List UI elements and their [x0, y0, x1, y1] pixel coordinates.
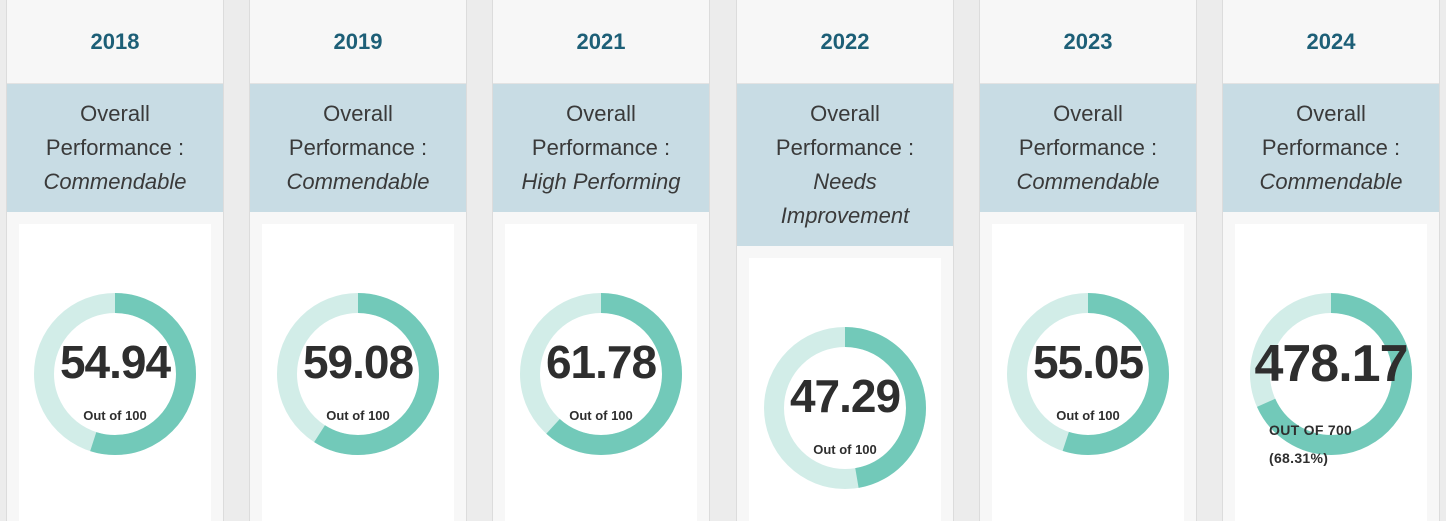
score-card-2022: 2022 Overall Performance : Needs Improve…: [736, 0, 954, 521]
donut-value-arc: [764, 327, 926, 489]
score-value: 478.17: [1254, 335, 1408, 393]
score-out-of: OUT OF 700: [1269, 422, 1353, 438]
score-out-of: Out of 100: [569, 408, 633, 423]
donut-chart: [520, 293, 682, 455]
score-out-of: Out of 100: [83, 408, 147, 423]
donut-value-arc: [34, 293, 196, 455]
score-panel: 59.08 Out of 100: [262, 224, 454, 521]
score-card-2019: 2019 Overall Performance : Commendable 5…: [249, 0, 467, 521]
performance-box: Overall Performance : Commendable: [980, 84, 1196, 212]
score-percentage: (68.31%): [1269, 450, 1329, 466]
score-out-of: Out of 100: [813, 442, 877, 457]
score-out-of: Out of 100: [326, 408, 390, 423]
year-heading: 2018: [7, 0, 223, 84]
score-panel: 54.94 Out of 100: [19, 224, 211, 521]
year-heading: 2019: [250, 0, 466, 84]
score-card-2021: 2021 Overall Performance : High Performi…: [492, 0, 710, 521]
performance-label-line2: Performance :: [1261, 135, 1401, 160]
performance-label-line2: Performance :: [775, 135, 915, 160]
performance-label: Overall: [323, 101, 393, 126]
score-value: 55.05: [1032, 336, 1144, 388]
performance-label-line2: Performance :: [1018, 135, 1158, 160]
score-card-2024: 2024 Overall Performance : Commendable 4…: [1222, 0, 1440, 521]
performance-label: Overall: [1053, 101, 1123, 126]
performance-box: Overall Performance : Commendable: [250, 84, 466, 212]
performance-label-line2: Performance :: [288, 135, 428, 160]
performance-rating: Commendable: [43, 169, 187, 194]
score-out-of: Out of 100: [1056, 408, 1120, 423]
performance-box: Overall Performance : Commendable: [7, 84, 223, 212]
score-panel: 55.05 Out of 100: [992, 224, 1184, 521]
performance-box: Overall Performance : Commendable: [1223, 84, 1439, 212]
score-panel: 47.29 Out of 100: [749, 258, 941, 521]
donut-chart: [1250, 293, 1412, 455]
donut-chart: [277, 293, 439, 455]
year-heading: 2021: [493, 0, 709, 84]
year-heading: 2022: [737, 0, 953, 84]
score-card-2023: 2023 Overall Performance : Commendable 5…: [979, 0, 1197, 521]
performance-rating: Commendable: [1016, 169, 1160, 194]
score-panel: 61.78 Out of 100: [505, 224, 697, 521]
performance-rating-line2: Improvement: [780, 203, 910, 228]
performance-rating: Commendable: [286, 169, 430, 194]
donut-value-arc: [1007, 293, 1169, 455]
year-heading: 2023: [980, 0, 1196, 84]
donut-chart: [1007, 293, 1169, 455]
performance-box: Overall Performance : High Performing: [493, 84, 709, 212]
performance-label: Overall: [566, 101, 636, 126]
year-heading: 2024: [1223, 0, 1439, 84]
performance-label: Overall: [80, 101, 150, 126]
score-panel: 478.17 OUT OF 700 (68.31%): [1235, 224, 1427, 521]
donut-chart: [34, 293, 196, 455]
donut-chart: [764, 327, 926, 489]
performance-label-line2: Performance :: [531, 135, 671, 160]
score-value: 54.94: [59, 336, 171, 388]
donut-value-arc: [1250, 293, 1412, 455]
performance-rating: Needs: [813, 169, 877, 194]
score-value: 59.08: [302, 336, 414, 388]
score-card-2018: 2018 Overall Performance : Commendable 5…: [6, 0, 224, 521]
performance-rating: High Performing: [521, 169, 681, 194]
donut-value-arc: [277, 293, 439, 455]
performance-box: Overall Performance : Needs Improvement: [737, 84, 953, 246]
performance-label: Overall: [1296, 101, 1366, 126]
score-value: 47.29: [789, 370, 901, 422]
performance-rating: Commendable: [1259, 169, 1403, 194]
donut-value-arc: [520, 293, 682, 455]
score-value: 61.78: [545, 336, 657, 388]
performance-label: Overall: [810, 101, 880, 126]
performance-label-line2: Performance :: [45, 135, 185, 160]
